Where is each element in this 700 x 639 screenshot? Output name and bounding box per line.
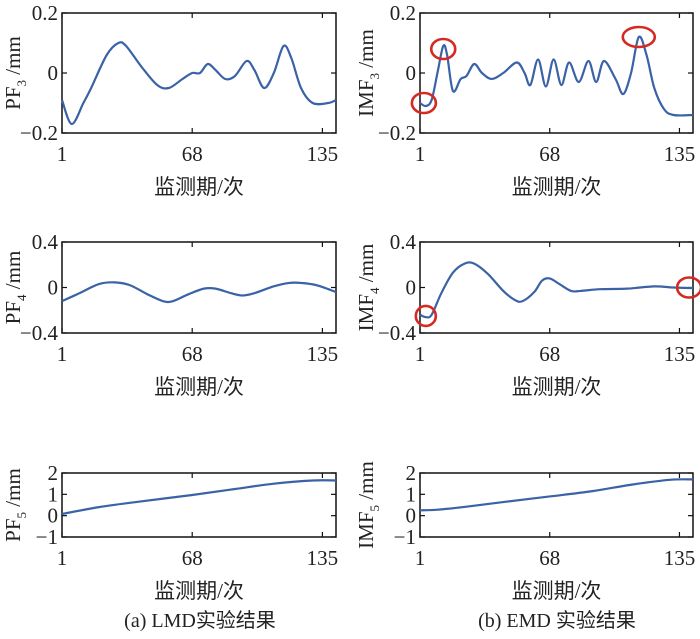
caption-right: (b) EMD 实验结果 <box>478 609 636 632</box>
x-tick-label: 68 <box>539 342 560 366</box>
subplot-imf4: 1 68 135 −0.4 0 0.4 监测期/次 IMF4 /mm <box>354 230 700 399</box>
x-axis-label: 监测期/次 <box>512 579 602 603</box>
y-tick-label: 2 <box>48 461 59 485</box>
y-tick-label: 0.4 <box>390 230 417 254</box>
y-tick-label: 0.4 <box>32 230 59 254</box>
x-tick-label: 1 <box>57 142 68 166</box>
x-tick-label: 1 <box>415 342 426 366</box>
x-axis-label: 监测期/次 <box>512 375 602 399</box>
y-axis-label: IMF5 /mm <box>354 461 382 549</box>
x-tick-label: 68 <box>539 142 560 166</box>
series-line <box>419 261 694 319</box>
series-line <box>419 478 694 512</box>
x-axis-label: 监测期/次 <box>154 175 244 199</box>
x-tick-label: 68 <box>539 546 560 570</box>
subplot-pf4: 1 68 135 −0.4 0 0.4 监测期/次 PF4 /mm <box>1 230 338 399</box>
y-tick-label: −0.4 <box>20 321 59 345</box>
highlight-circle <box>410 91 438 115</box>
highlight-circle <box>675 276 700 299</box>
y-tick-label: 0 <box>406 504 417 528</box>
x-tick-label: 135 <box>307 142 339 166</box>
caption-left: (a) LMD实验结果 <box>124 609 276 632</box>
y-tick-label: −0.2 <box>378 121 416 145</box>
x-tick-label: 1 <box>415 142 426 166</box>
subplot-imf3: 1 68 135 −0.2 0 0.2 监测期/次 IMF3 /mm <box>354 1 695 199</box>
y-axis-label: PF3 /mm <box>1 36 29 110</box>
y-tick-label: 2 <box>406 461 417 485</box>
x-tick-label: 1 <box>415 546 426 570</box>
x-axis-label: 监测期/次 <box>154 579 244 603</box>
highlight-circle <box>621 25 657 49</box>
x-tick-label: 68 <box>182 546 203 570</box>
x-tick-label: 68 <box>182 342 203 366</box>
highlight-circle <box>429 37 457 61</box>
x-tick-label: 135 <box>664 142 696 166</box>
y-tick-label: −1 <box>394 525 416 549</box>
y-tick-label: 0 <box>48 61 59 85</box>
x-tick-label: 135 <box>664 342 696 366</box>
y-axis-label: IMF4 /mm <box>354 244 382 332</box>
x-tick-label: 135 <box>307 342 339 366</box>
axes-box <box>61 472 337 538</box>
y-tick-label: 0 <box>406 276 417 300</box>
y-tick-label: −0.2 <box>20 121 58 145</box>
axes-box <box>61 241 337 334</box>
series-line <box>60 41 337 126</box>
y-tick-label: −0.4 <box>378 321 417 345</box>
y-tick-label: 0 <box>48 504 59 528</box>
y-tick-label: 1 <box>48 482 59 506</box>
series-line <box>61 281 337 304</box>
series-line <box>61 479 337 516</box>
y-tick-label: −1 <box>36 525 58 549</box>
x-axis-label: 监测期/次 <box>512 175 602 199</box>
y-tick-label: 0 <box>48 276 59 300</box>
series-line <box>419 35 694 117</box>
y-axis-label: PF4 /mm <box>1 251 29 325</box>
y-axis-label: IMF3 /mm <box>354 29 382 117</box>
y-tick-label: 0.2 <box>390 1 416 25</box>
axes-box <box>419 472 694 538</box>
x-tick-label: 135 <box>664 546 696 570</box>
x-tick-label: 1 <box>57 342 68 366</box>
subplot-pf3: 1 68 135 −0.2 0 0.2 监测期/次 PF3 /mm <box>1 1 338 199</box>
y-tick-label: 0.2 <box>32 1 58 25</box>
y-axis-label: PF5 /mm <box>1 468 29 542</box>
x-tick-label: 1 <box>57 546 68 570</box>
y-tick-label: 1 <box>406 482 417 506</box>
x-tick-label: 135 <box>307 546 339 570</box>
x-tick-label: 68 <box>182 142 203 166</box>
y-tick-label: 0 <box>406 61 417 85</box>
highlight-circle <box>414 304 438 328</box>
x-axis-label: 监测期/次 <box>154 375 244 399</box>
